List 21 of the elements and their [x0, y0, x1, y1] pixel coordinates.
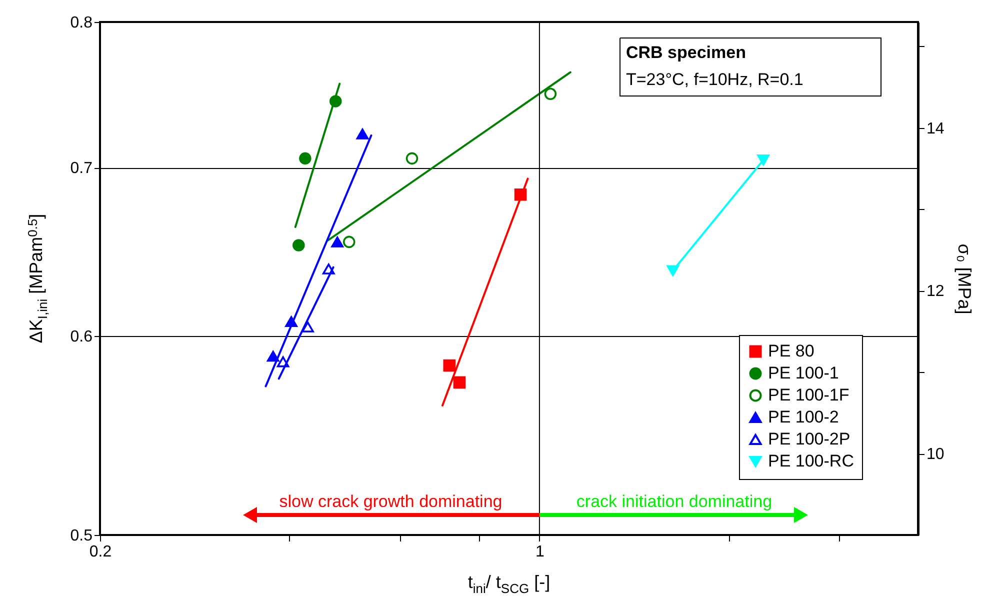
y-tick-label: 0.6: [70, 328, 93, 346]
y-tick-label: 0.8: [70, 14, 93, 32]
y-tick-label: 0.7: [70, 160, 93, 178]
y2-tick-label: 14: [926, 120, 944, 138]
annotation: T=23°C, f=10Hz, R=0.1: [626, 70, 804, 89]
x-tick-label: 0.2: [89, 544, 112, 560]
legend-label: PE 100-1: [768, 364, 839, 382]
legend-label: PE 100-1F: [768, 386, 850, 404]
annotation: slow crack growth dominating: [279, 492, 502, 511]
legend-label: PE 100-2P: [768, 430, 850, 448]
annotation: crack initiation dominating: [576, 492, 772, 511]
y2-tick-label: 10: [926, 446, 944, 464]
y-axis-title: ΔKI,ini [MPam0.5]: [25, 214, 50, 344]
legend-label: PE 100-2: [768, 408, 839, 426]
y2-axis-title: σ₀ [MPa]: [954, 244, 974, 314]
legend-label: PE 100-RC: [768, 452, 854, 470]
y-tick-label: 0.5: [70, 528, 93, 544]
legend-label: PE 80: [768, 342, 814, 360]
annotation: CRB specimen: [626, 43, 746, 62]
x-tick-label: 1: [536, 544, 545, 560]
y2-tick-label: 12: [926, 283, 944, 300]
